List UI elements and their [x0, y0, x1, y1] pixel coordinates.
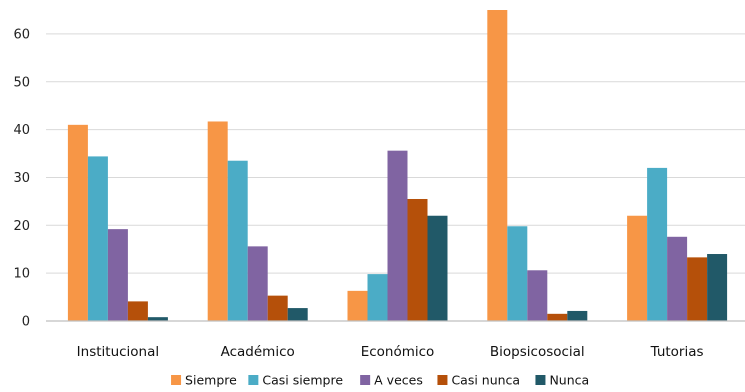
bar-a-veces-1 — [247, 246, 268, 321]
bar-casi-siempre-4 — [647, 167, 668, 321]
y-tick-label: 40 — [13, 123, 30, 138]
legend-label: A veces — [374, 373, 423, 388]
bar-a-veces-4 — [667, 236, 688, 321]
bar-nunca-1 — [287, 308, 308, 321]
bar-casi-siempre-1 — [227, 160, 248, 321]
legend: Siempre Casi siempre A veces Casi nunca Nunc… — [171, 373, 589, 388]
legend-label: Casi siempre — [262, 373, 343, 388]
bar-nunca-3 — [567, 310, 588, 321]
y-tick-label: 20 — [13, 219, 30, 234]
legend-label: Nunca — [549, 373, 589, 388]
bar-casi-nunca-3 — [547, 313, 568, 321]
legend-label: Siempre — [185, 373, 237, 388]
bar-siempre-1 — [207, 121, 228, 321]
bar-a-veces-2 — [387, 150, 408, 321]
y-axis-ticks: 0 10 20 30 40 50 60 — [13, 27, 30, 329]
bar-casi-siempre-0 — [87, 156, 108, 321]
bars — [67, 10, 728, 321]
bar-casi-nunca-2 — [407, 198, 428, 321]
category-label: Biopsicosocial — [490, 344, 585, 360]
bar-siempre-4 — [627, 215, 648, 321]
legend-swatch — [437, 375, 448, 385]
bar-siempre-0 — [67, 124, 88, 321]
bar-nunca-2 — [427, 215, 448, 321]
y-tick-label: 60 — [13, 27, 30, 42]
category-label: Académico — [221, 344, 295, 360]
legend-swatch — [535, 375, 546, 385]
legend-label: Casi nunca — [451, 373, 520, 388]
bar-a-veces-3 — [527, 270, 548, 321]
bar-casi-siempre-2 — [367, 274, 388, 321]
bar-siempre-2 — [347, 290, 368, 321]
bar-siempre-3 — [487, 10, 508, 321]
y-tick-label: 10 — [13, 267, 30, 282]
bar-nunca-0 — [147, 317, 168, 321]
bar-casi-nunca-0 — [127, 301, 148, 321]
bar-nunca-4 — [707, 254, 728, 321]
legend-swatch — [248, 375, 259, 385]
category-label: Tutorias — [650, 344, 704, 360]
legend-swatch — [360, 375, 371, 385]
category-label: Económico — [361, 344, 435, 360]
x-axis-categories: Institucional Académico Económico Biopsicos… — [77, 344, 704, 360]
y-tick-label: 0 — [22, 315, 30, 330]
bar-casi-nunca-4 — [687, 257, 708, 321]
bar-a-veces-0 — [107, 229, 128, 321]
legend-swatch — [171, 375, 182, 385]
bar-casi-siempre-3 — [507, 226, 528, 321]
bar-casi-nunca-1 — [267, 295, 288, 321]
category-label: Institucional — [77, 344, 159, 360]
y-tick-label: 50 — [13, 75, 30, 90]
y-tick-label: 30 — [13, 171, 30, 186]
